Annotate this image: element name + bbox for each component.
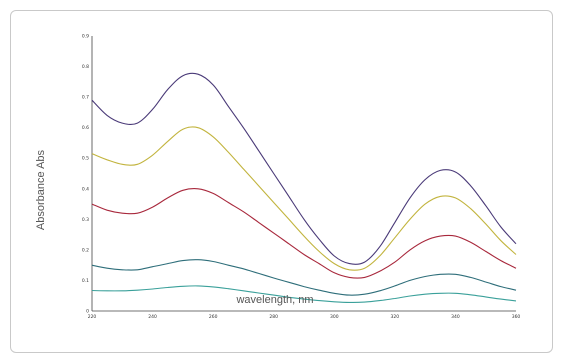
y-tick-label: 0.4 bbox=[82, 186, 89, 192]
series-line-1 bbox=[91, 72, 517, 265]
y-tick-label: 0.6 bbox=[82, 125, 89, 131]
x-tick-label: 320 bbox=[391, 314, 400, 320]
y-tick-label: 0.5 bbox=[82, 156, 89, 162]
series-layer bbox=[91, 72, 517, 303]
y-tick-labels: 0 0.1 0.2 0.3 0.4 0.5 0.6 0.7 0.8 0.9 bbox=[82, 34, 89, 315]
y-tick-label: 0.2 bbox=[82, 247, 89, 253]
x-tick-label: 240 bbox=[148, 314, 157, 320]
series-line-4 bbox=[91, 259, 517, 296]
x-tick-label: 260 bbox=[209, 314, 218, 320]
y-tick-label: 0.7 bbox=[82, 95, 89, 101]
y-tick-label: 0.9 bbox=[82, 34, 89, 40]
x-tick-labels: 220 240 260 280 300 320 340 360 bbox=[88, 314, 521, 320]
x-tick-label: 220 bbox=[88, 314, 97, 320]
x-tick-label: 340 bbox=[451, 314, 460, 320]
x-tick-label: 280 bbox=[269, 314, 278, 320]
x-tick-label: 300 bbox=[330, 314, 339, 320]
y-tick-label: 0.1 bbox=[82, 278, 89, 284]
x-tick-label: 360 bbox=[512, 314, 521, 320]
y-tick-label: 0 bbox=[86, 309, 89, 315]
x-axis-title: wavelength, nm bbox=[235, 294, 313, 306]
y-tick-label: 0.3 bbox=[82, 217, 89, 223]
y-axis-title: Absorbance Abs bbox=[35, 149, 47, 230]
y-tick-label: 0.8 bbox=[82, 64, 89, 70]
series-line-2 bbox=[91, 126, 517, 271]
series-line-3 bbox=[91, 188, 517, 279]
series-line-5 bbox=[91, 285, 517, 303]
